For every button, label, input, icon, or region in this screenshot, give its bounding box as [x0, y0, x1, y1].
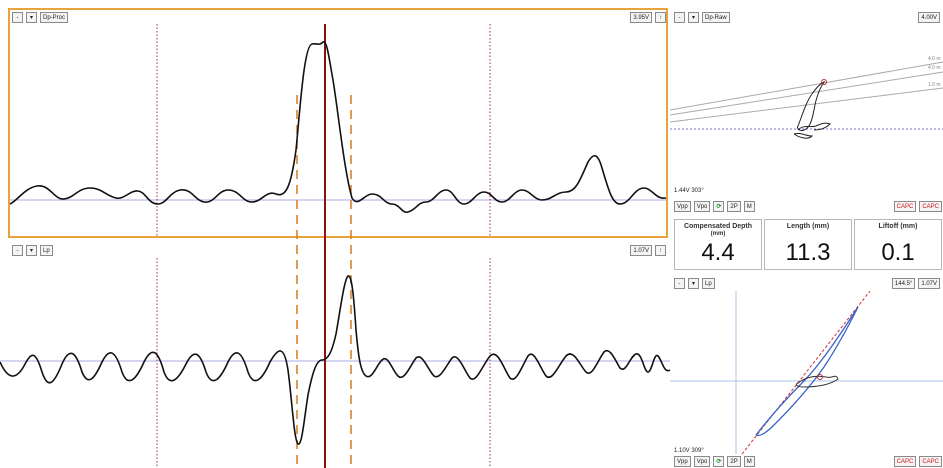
top-signal-trace: [9, 41, 667, 214]
top-strip-menu-button[interactable]: ▾: [26, 11, 37, 23]
top-strip-chart-panel[interactable]: [8, 8, 668, 238]
right-top-menu-button[interactable]: ▾: [688, 11, 699, 23]
bottom-signal-trace: [0, 275, 671, 445]
right-bottom-volts-field[interactable]: 1.07V: [918, 277, 940, 289]
right-bottom-menu-button[interactable]: ▾: [688, 277, 699, 289]
bottom-strip-pin-button[interactable]: ↑: [655, 244, 666, 256]
right-bottom-lissajous-blue: [755, 306, 859, 437]
strip-chart-graphics[interactable]: [0, 0, 671, 468]
top-strip-collapse-button[interactable]: -: [12, 11, 23, 23]
vpp-button-top[interactable]: Vpp: [674, 200, 691, 212]
capc-button-bottom-1[interactable]: CAPC: [893, 455, 917, 467]
metric-liftoff: Liftoff (mm) 0.1: [854, 219, 942, 270]
right-top-channel-select[interactable]: Dp-Raw: [702, 11, 730, 23]
metric-length-value: 11.3: [785, 239, 831, 266]
right-bottom-angle-field[interactable]: 144.5°: [891, 277, 916, 289]
right-top-collapse-button[interactable]: -: [674, 11, 685, 23]
curve-label-3: 1.0 m: [928, 82, 941, 88]
calibration-curve-1: [669, 61, 943, 111]
right-bottom-null-marker: [817, 374, 823, 380]
top-strip-toolbar: - ▾ Dp-Proc 3.95V ↑: [12, 10, 666, 24]
curve-label-1: 4.0 m: [928, 56, 941, 62]
vpp-button-bottom[interactable]: Vpp: [674, 455, 691, 467]
metric-compensated-depth: Compensated Depth (mm) 4.4: [674, 219, 762, 270]
right-bottom-toolbar: - ▾ Lp 144.5° 1.07V: [674, 276, 940, 290]
metric-length-title: Length (mm): [786, 223, 830, 230]
metric-depth-value: 4.4: [701, 239, 735, 266]
bottom-strip-menu-button[interactable]: ▾: [26, 244, 37, 256]
right-top-probe-marker: [821, 79, 827, 85]
refresh-icon-bottom[interactable]: ⟳: [713, 455, 725, 467]
manual-button-bottom[interactable]: M: [743, 455, 755, 467]
right-bottom-bottom-toolbar: Vpp Vpo ⟳ 2P M CAPC CAPC: [674, 454, 942, 468]
two-point-button-bottom[interactable]: 2P: [727, 455, 741, 467]
metric-length: Length (mm) 11.3: [764, 219, 852, 270]
right-bottom-readout: 1.10V 309°: [674, 448, 704, 454]
right-bottom-channel-select[interactable]: Lp: [702, 277, 715, 289]
vpo-button-bottom[interactable]: Vpo: [693, 455, 711, 467]
top-strip-pin-button[interactable]: ↑: [655, 11, 666, 23]
manual-button-top[interactable]: M: [743, 200, 755, 212]
right-top-bottom-toolbar: Vpp Vpo ⟳ 2P M CAPC CAPC: [674, 199, 942, 213]
metric-liftoff-title: Liftoff (mm): [878, 223, 918, 230]
right-top-toolbar: - ▾ Dp-Raw 4.00V: [674, 10, 940, 24]
two-point-button-top[interactable]: 2P: [727, 200, 741, 212]
right-top-readout: 1.44V 303°: [674, 188, 704, 194]
vpo-button-top[interactable]: Vpo: [693, 200, 711, 212]
bottom-strip-toolbar: - ▾ Lp 1.07V ↑: [12, 243, 666, 257]
capc-button-bottom-2[interactable]: CAPC: [919, 455, 942, 467]
phase-reference-line: [741, 290, 871, 455]
right-bottom-plane[interactable]: 1.10V 309°: [670, 290, 943, 455]
metric-liftoff-value: 0.1: [881, 239, 915, 266]
top-strip-volts-field[interactable]: 3.95V: [630, 11, 652, 23]
right-bottom-collapse-button[interactable]: -: [674, 277, 685, 289]
curve-label-2: 4.0 m: [928, 65, 941, 71]
metric-depth-unit: (mm): [710, 231, 726, 237]
bottom-strip-volts-field[interactable]: 1.07V: [630, 244, 652, 256]
refresh-icon[interactable]: ⟳: [713, 200, 725, 212]
bottom-strip-collapse-button[interactable]: -: [12, 244, 23, 256]
calibration-curve-2: [669, 71, 943, 116]
right-top-volts-field[interactable]: 4.00V: [918, 11, 940, 23]
capc-button-top-2[interactable]: CAPC: [919, 200, 942, 212]
bottom-strip-channel-select[interactable]: Lp: [40, 244, 53, 256]
right-top-lissajous: [793, 80, 831, 139]
right-top-plane[interactable]: 4.0 m 4.0 m 1.0 m 1.44V 303°: [669, 24, 943, 194]
metric-depth-title: Compensated Depth: [683, 223, 753, 230]
top-strip-channel-select[interactable]: Dp-Proc: [40, 11, 69, 23]
capc-button-top-1[interactable]: CAPC: [893, 200, 917, 212]
